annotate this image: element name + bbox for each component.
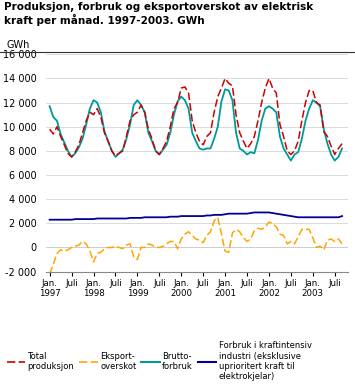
Text: Produksjon, forbruk og eksportoverskot av elektrisk
kraft per månad. 1997-2003. : Produksjon, forbruk og eksportoverskot a… [4,2,313,26]
Text: GWh: GWh [7,40,30,50]
Legend: Total
produksjon, Eksport-
overskot, Brutto-
forbruk, Forbruk i kraftintensiv
in: Total produksjon, Eksport- overskot, Bru… [4,339,314,384]
